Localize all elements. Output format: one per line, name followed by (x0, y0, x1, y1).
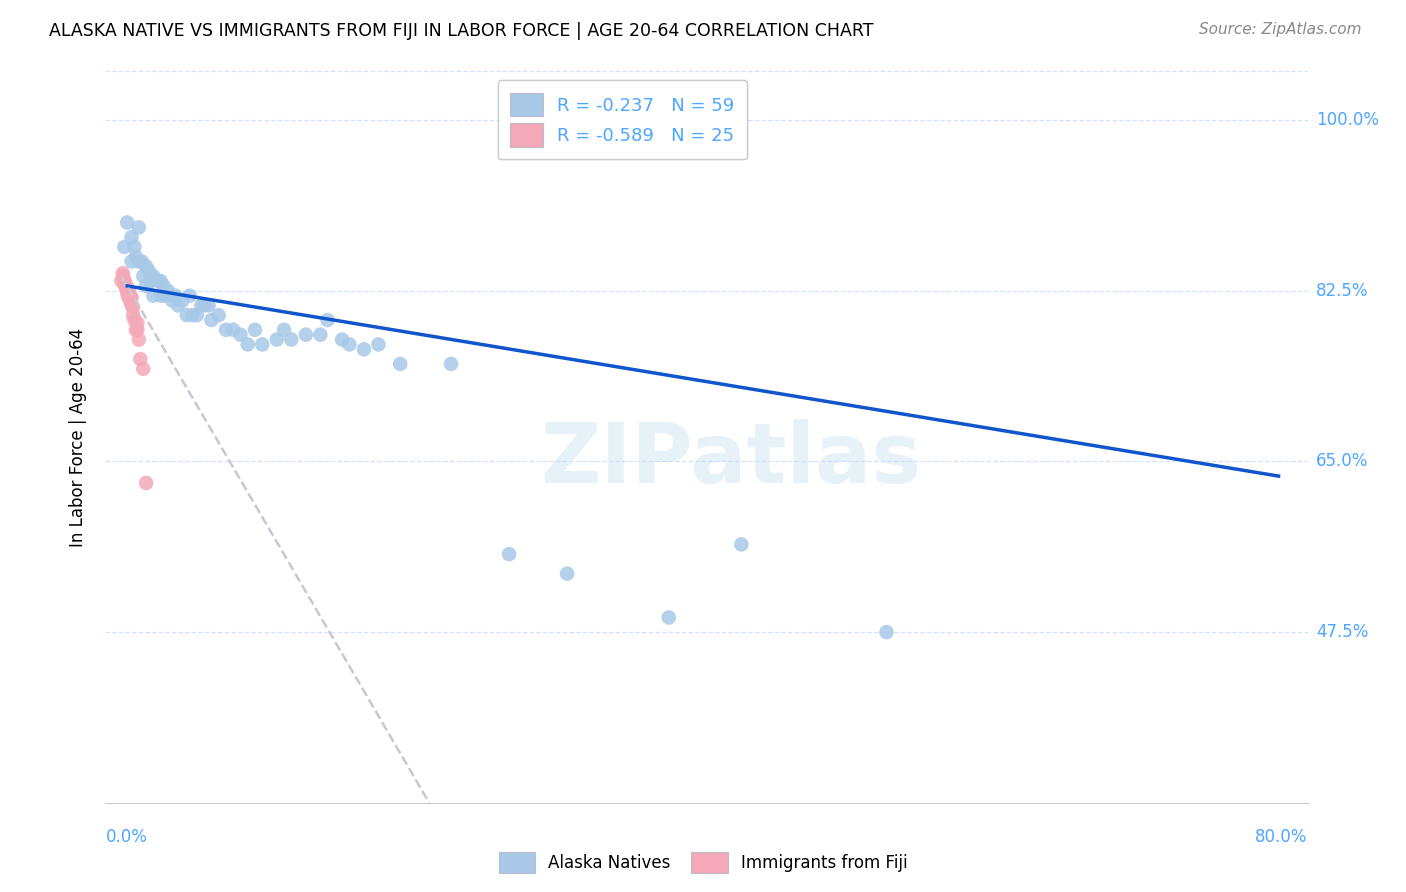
Legend: R = -0.237   N = 59, R = -0.589   N = 25: R = -0.237 N = 59, R = -0.589 N = 25 (498, 80, 747, 160)
Point (120, 288, 142, 302)
Text: 65.0%: 65.0% (1316, 452, 1368, 470)
Point (252, 337, 274, 351)
Text: 80.0%: 80.0% (1256, 828, 1308, 846)
Point (555, 566, 578, 581)
Point (125, 250, 148, 264)
Point (128, 254, 150, 268)
Point (337, 337, 360, 351)
Text: ZIPatlas: ZIPatlas (540, 418, 921, 500)
Point (128, 333, 150, 347)
Point (266, 333, 288, 347)
Point (876, 625, 898, 640)
Point (146, 274, 169, 288)
Y-axis label: In Labor Force | Age 20-64: In Labor Force | Age 20-64 (69, 327, 87, 547)
Point (120, 293, 142, 308)
Point (111, 269, 134, 284)
Point (159, 288, 181, 302)
Point (316, 313, 339, 327)
Point (135, 279, 157, 293)
Point (122, 301, 145, 315)
Point (118, 291, 141, 305)
Point (353, 343, 375, 357)
Point (330, 333, 353, 347)
Point (730, 537, 752, 551)
Point (139, 274, 162, 288)
Point (121, 230, 143, 244)
Point (190, 298, 212, 312)
Point (114, 277, 136, 291)
Point (295, 327, 318, 342)
Point (135, 475, 157, 490)
Text: 82.5%: 82.5% (1316, 282, 1368, 300)
Point (142, 288, 165, 302)
Point (142, 269, 165, 284)
Point (309, 327, 332, 342)
Point (273, 323, 295, 337)
Point (111, 266, 134, 280)
Point (135, 260, 157, 274)
Text: Source: ZipAtlas.com: Source: ZipAtlas.com (1198, 22, 1361, 37)
Point (165, 288, 187, 302)
Point (176, 308, 198, 322)
Point (280, 333, 302, 347)
Point (115, 215, 138, 229)
Point (236, 337, 259, 351)
Text: 100.0%: 100.0% (1316, 112, 1379, 129)
Point (131, 254, 153, 268)
Point (200, 313, 222, 327)
Point (122, 308, 145, 322)
Point (127, 323, 149, 337)
Point (498, 547, 520, 561)
Point (138, 264, 160, 278)
Point (110, 274, 132, 288)
Point (112, 277, 135, 291)
Point (129, 352, 152, 367)
Point (162, 293, 183, 308)
Point (121, 291, 143, 305)
Point (167, 298, 190, 312)
Point (156, 284, 179, 298)
Point (127, 316, 149, 330)
Point (215, 323, 238, 337)
Point (389, 357, 412, 371)
Point (181, 308, 204, 322)
Point (222, 323, 245, 337)
Point (132, 269, 155, 284)
Point (172, 293, 194, 308)
Point (208, 308, 231, 322)
Point (197, 298, 219, 312)
Point (121, 298, 143, 312)
Point (115, 286, 138, 301)
Point (132, 361, 155, 376)
Point (179, 288, 201, 302)
Point (115, 281, 138, 295)
Point (121, 254, 143, 268)
Point (149, 288, 172, 302)
Point (124, 240, 146, 254)
Point (128, 220, 150, 235)
Point (152, 279, 174, 293)
Point (112, 240, 135, 254)
Legend: Alaska Natives, Immigrants from Fiji: Alaska Natives, Immigrants from Fiji (492, 846, 914, 880)
Point (193, 298, 215, 312)
Point (243, 323, 266, 337)
Text: 47.5%: 47.5% (1316, 624, 1368, 641)
Point (124, 313, 146, 327)
Point (149, 274, 172, 288)
Point (125, 323, 148, 337)
Point (114, 281, 136, 295)
Text: ALASKA NATIVE VS IMMIGRANTS FROM FIJI IN LABOR FORCE | AGE 20-64 CORRELATION CHA: ALASKA NATIVE VS IMMIGRANTS FROM FIJI IN… (49, 22, 873, 40)
Text: 0.0%: 0.0% (105, 828, 148, 846)
Point (229, 327, 252, 342)
Point (658, 610, 681, 624)
Point (186, 308, 208, 322)
Point (118, 284, 141, 298)
Point (367, 337, 389, 351)
Point (440, 357, 463, 371)
Point (112, 273, 135, 287)
Point (153, 288, 176, 302)
